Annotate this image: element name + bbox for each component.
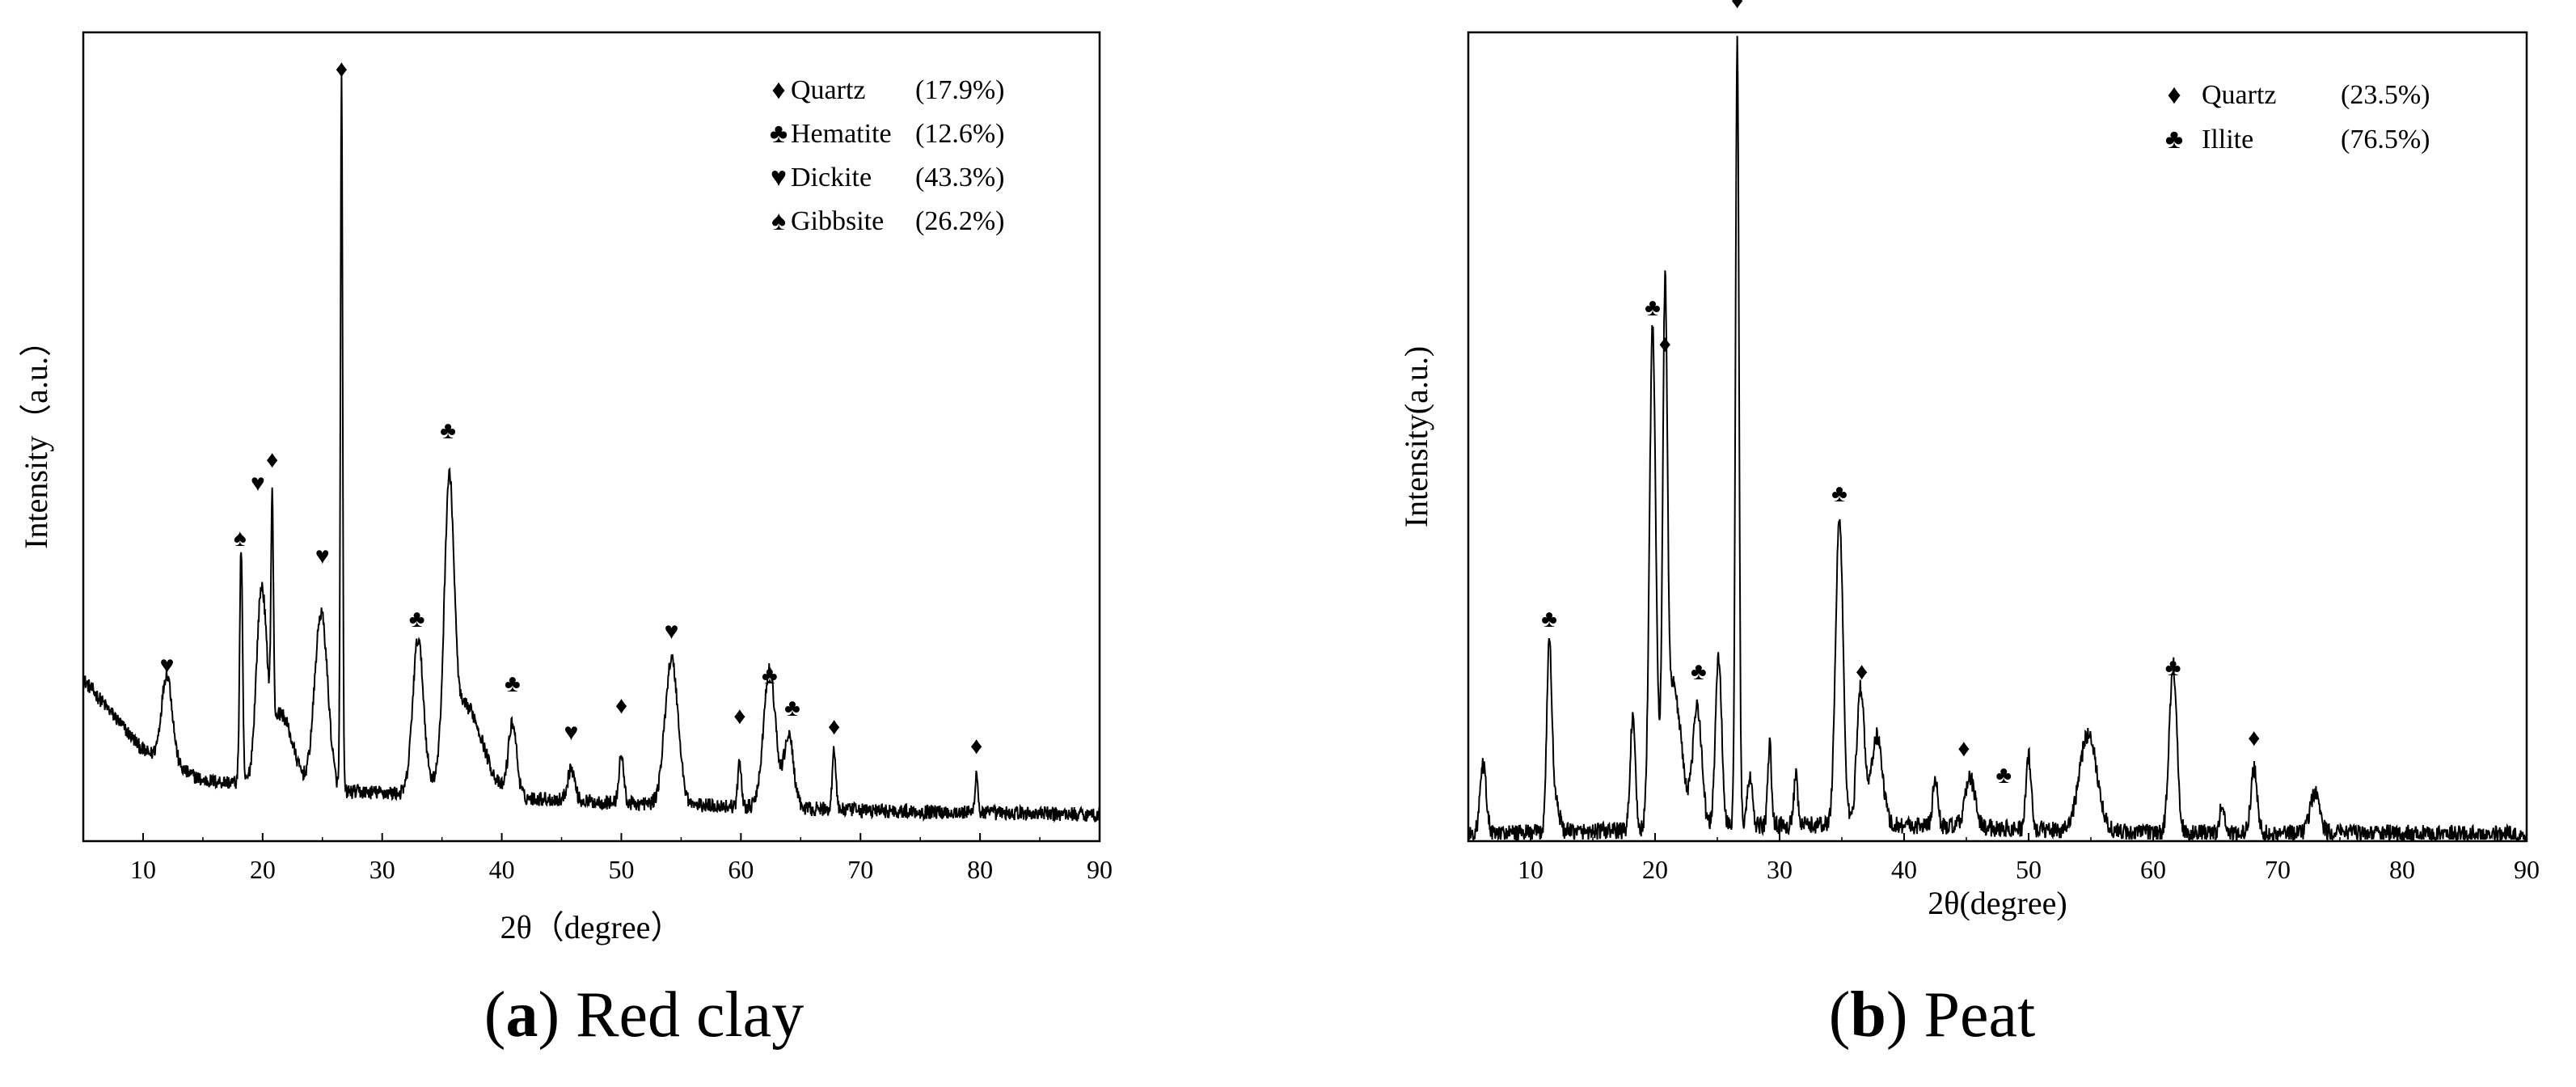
panel-red-clay: 10 20 30 40 50 60 70 80 90 2θ（degree） Intensity（a.…: [18, 31, 1113, 1051]
xrd-pattern-line: [82, 73, 1100, 823]
x-axis-label: 2θ（degree）: [500, 909, 683, 945]
panel-peat: 10 20 30 40 50 60 70 80 90 2θ(degree) Intensity(a.…: [1288, 0, 2576, 1087]
legend-symbol: ♣: [770, 119, 788, 149]
legend-percent: (76.5%): [2341, 125, 2430, 154]
x-tick-label: 70: [2265, 855, 2291, 884]
peak-marker: ♥: [315, 543, 330, 569]
plot-frame: [82, 31, 1101, 843]
peak-marker: ♣: [762, 662, 778, 689]
peak-marker: ♦: [970, 733, 982, 759]
peak-marker: ♣: [440, 417, 456, 444]
peak-marker: ♦: [828, 713, 840, 740]
legend-percent: (17.9%): [915, 75, 1004, 105]
peak-marker: ♦: [336, 56, 348, 82]
peak-marker: ♦: [615, 692, 627, 719]
x-tick-label: 80: [2389, 855, 2415, 884]
caption-peat: (b) Peat: [1828, 979, 2036, 1051]
legend-percent: (23.5%): [2341, 80, 2430, 110]
peak-marker: ♥: [665, 618, 679, 645]
x-tick-label: 10: [130, 855, 156, 884]
legend-mineral: Hematite: [791, 119, 892, 149]
peak-marker: ♠: [234, 525, 247, 552]
peak-marker: ♦: [733, 703, 745, 730]
legend-symbol: ♥: [771, 163, 787, 192]
peak-marker: ♦: [1856, 658, 1868, 685]
peak-marker: ♣: [1691, 658, 1707, 685]
x-tick-label: 40: [489, 855, 515, 884]
caption-text: Red clay: [576, 979, 804, 1051]
x-tick-label: 60: [728, 855, 754, 884]
x-tick-label: 90: [1087, 855, 1113, 884]
peak-marker: ♦: [266, 446, 278, 473]
x-tick-label: 60: [2140, 855, 2166, 884]
x-tick-label: 50: [2016, 855, 2042, 884]
x-tick-label: 90: [2514, 855, 2540, 884]
peak-marker: ♥: [564, 719, 578, 746]
legend-mineral: Illite: [2202, 125, 2253, 154]
y-axis-label: Intensity(a.u.): [1398, 346, 1434, 527]
caption-letter: b: [1850, 979, 1886, 1051]
peak-marker: ♦: [1731, 0, 1743, 14]
x-tick-label: 20: [250, 855, 276, 884]
caption-red-clay: (a) Red clay: [484, 979, 804, 1051]
peak-marker: ♥: [160, 652, 175, 679]
x-tick-label: 30: [370, 855, 395, 884]
peak-marker: ♦: [1957, 735, 1970, 762]
legend-percent: (12.6%): [915, 119, 1004, 149]
legend-percent: (43.3%): [915, 163, 1004, 192]
peak-marker: ♦: [2248, 725, 2260, 751]
peak-marker: ♦: [1659, 331, 1671, 357]
x-tick-label: 20: [1642, 855, 1668, 884]
peak-marker: ♣: [1541, 606, 1557, 632]
peak-marker: ♣: [505, 670, 521, 697]
xrd-chart-peat: 10 20 30 40 50 60 70 80 90 2θ(degree) Intensity(a.…: [1398, 0, 2540, 921]
peak-marker: ♣: [2165, 654, 2181, 681]
peak-marker: ♥: [251, 470, 265, 497]
x-tick-label: 10: [1518, 855, 1543, 884]
x-axis-label: 2θ(degree): [1928, 885, 2067, 921]
xrd-chart-red-clay: 10 20 30 40 50 60 70 80 90 2θ（degree） Intensity（a.…: [18, 31, 1113, 945]
xrd-pattern-line: [1467, 36, 2527, 843]
peak-marker: ♣: [784, 695, 800, 721]
peak-marker: ♣: [1995, 762, 2012, 789]
caption-text: Peat: [1924, 979, 2036, 1051]
plot-frame: [1467, 31, 2528, 843]
legend-percent: (26.2%): [915, 206, 1004, 236]
peak-marker: ♣: [1645, 294, 1661, 321]
x-tick-label: 30: [1767, 855, 1793, 884]
legend-symbol: ♠: [771, 206, 786, 236]
peak-marker: ♣: [1831, 480, 1848, 507]
legend-symbol: ♦: [771, 75, 785, 105]
x-tick-label: 50: [608, 855, 634, 884]
legend-mineral: Dickite: [791, 163, 872, 192]
y-axis-label: Intensity（a.u.）: [18, 324, 54, 549]
legend-mineral: Gibbsite: [791, 206, 884, 236]
peak-marker: ♣: [409, 606, 425, 632]
x-tick-label: 80: [967, 855, 993, 884]
x-tick-label: 70: [847, 855, 873, 884]
caption-letter: a: [505, 979, 538, 1051]
legend-mineral: Quartz: [791, 75, 866, 105]
x-tick-label: 40: [1891, 855, 1917, 884]
legend-symbol: ♦: [2167, 80, 2181, 110]
legend-symbol: ♣: [2165, 125, 2183, 154]
legend-mineral: Quartz: [2202, 80, 2277, 110]
